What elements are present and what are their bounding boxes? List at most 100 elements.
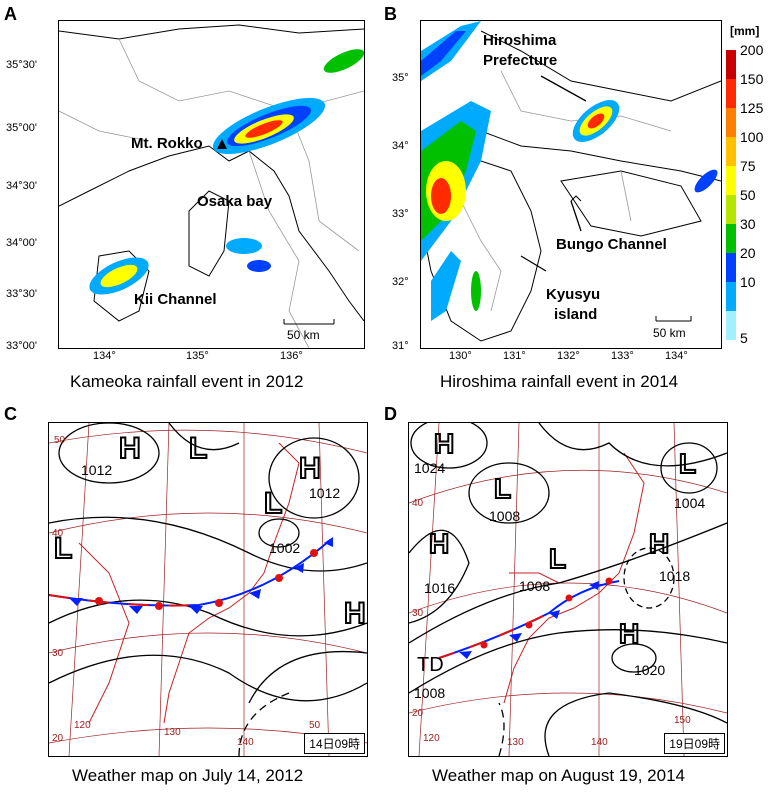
d-pressure-6: 1018	[659, 568, 690, 584]
colorbar-segment	[726, 311, 736, 340]
caption-c: Weather map on July 14, 2012	[72, 766, 304, 785]
label-kyusyu-1: Kyusyu	[546, 286, 600, 303]
colorbar-tick-label: 125	[740, 100, 764, 116]
b-xtick-2: 131°	[503, 350, 526, 362]
map-c: H L H L L H 1012 1012 1002 50 40 30 20 1…	[48, 422, 368, 757]
colorbar-tick-label: 50	[740, 187, 756, 203]
colorbar-tick-label: 200	[740, 42, 764, 58]
b-ytick-5: 31°	[392, 340, 409, 352]
map-b-svg: Hiroshima Prefecture Bungo Channel Kyusy…	[421, 21, 721, 342]
colorbar-segment	[726, 50, 736, 79]
a-ytick-5: 33°30'	[6, 288, 37, 300]
d-pressure-7: 1020	[634, 662, 665, 678]
a-ytick-2: 35°00'	[6, 122, 37, 134]
b-ytick-1: 35°	[392, 72, 409, 84]
colorbar	[726, 50, 736, 340]
colorbar-segment	[726, 282, 736, 311]
colorbar-tick-label: 5	[740, 330, 748, 346]
svg-text:L: L	[549, 543, 566, 574]
svg-text:L: L	[189, 432, 207, 465]
caption-b: Hiroshima rainfall event in 2014	[440, 372, 679, 391]
svg-text:L: L	[679, 448, 696, 479]
d-lon-120: 120	[423, 733, 440, 744]
c-lat-50: 50	[54, 435, 66, 446]
colorbar-segment	[726, 108, 736, 137]
d-lat-20: 20	[412, 708, 424, 719]
c-pressure-1: 1012	[81, 462, 112, 478]
map-a: Mt. Rokko Osaka bay Kii Channel 50 km	[58, 20, 365, 349]
a-xtick-3: 136°	[280, 350, 303, 362]
d-lon-150: 150	[674, 715, 691, 726]
panel-a-letter: A	[4, 4, 17, 24]
label-hiroshima-1: Hiroshima	[483, 32, 557, 49]
panel-d-letter: D	[384, 404, 397, 424]
d-pressure-5: 1008	[519, 578, 550, 594]
c-pressure-2: 1012	[309, 485, 340, 501]
a-xtick-1: 134°	[93, 350, 116, 362]
label-kii-channel: Kii Channel	[134, 291, 217, 308]
label-osaka-bay: Osaka bay	[197, 193, 273, 210]
b-xtick-5: 134°	[665, 350, 688, 362]
colorbar-segment	[726, 137, 736, 166]
b-xtick-4: 133°	[611, 350, 634, 362]
svg-text:H: H	[119, 432, 141, 465]
map-c-svg: H L H L L H 1012 1012 1002 50 40 30 20 1…	[49, 423, 367, 756]
svg-text:H: H	[429, 528, 449, 559]
a-xtick-2: 135°	[186, 350, 209, 362]
label-mt-rokko: Mt. Rokko	[131, 135, 203, 152]
map-d-svg: H L L H L H H 1024 1008 1004 1016 1008 1…	[409, 423, 727, 756]
c-lat-40: 40	[52, 528, 64, 539]
c-lat-30: 30	[52, 648, 64, 659]
c-lon-50: 50	[309, 720, 321, 731]
colorbar-tick-label: 75	[740, 158, 756, 174]
colorbar-tick-label: 10	[740, 274, 756, 290]
caption-d: Weather map on August 19, 2014	[432, 766, 685, 785]
colorbar-segment	[726, 79, 736, 108]
colorbar-tick-label: 30	[740, 216, 756, 232]
svg-text:L: L	[264, 487, 282, 520]
colorbar-segment	[726, 195, 736, 224]
b-ytick-2: 34°	[392, 140, 409, 152]
scale-b: 50 km	[653, 326, 686, 340]
svg-text:H: H	[344, 597, 366, 630]
colorbar-unit: [mm]	[730, 24, 760, 38]
colorbar-tick-label: 20	[740, 245, 756, 261]
c-lat-20: 20	[52, 733, 64, 744]
c-lon-120: 120	[74, 720, 91, 731]
svg-text:H: H	[619, 618, 639, 649]
d-td-label: TD	[417, 654, 444, 676]
b-xtick-3: 132°	[557, 350, 580, 362]
c-time-stamp: 14日09時	[304, 733, 365, 754]
d-pressure-1: 1024	[414, 460, 445, 476]
svg-text:H: H	[649, 528, 669, 559]
d-lon-140: 140	[591, 737, 608, 748]
label-kyusyu-2: island	[554, 306, 597, 323]
c-lon-130: 130	[164, 727, 181, 738]
d-pressure-8: 1008	[414, 685, 445, 701]
d-pressure-3: 1004	[674, 495, 705, 511]
panel-b-letter: B	[384, 4, 397, 24]
label-hiroshima-2: Prefecture	[483, 52, 557, 69]
svg-text:H: H	[299, 452, 321, 485]
d-lat-30: 30	[412, 608, 424, 619]
colorbar-tick-label: 150	[740, 71, 764, 87]
d-lon-130: 130	[507, 737, 524, 748]
a-ytick-6: 33°00'	[6, 340, 37, 352]
colorbar-segment	[726, 166, 736, 195]
panel-c-letter: C	[4, 404, 17, 424]
d-pressure-2: 1008	[489, 508, 520, 524]
colorbar-segment	[726, 224, 736, 253]
colorbar-tick-label: 100	[740, 129, 764, 145]
svg-text:H: H	[434, 428, 454, 459]
d-time-stamp: 19日09時	[664, 733, 725, 754]
b-ytick-4: 32°	[392, 276, 409, 288]
b-xtick-1: 130°	[449, 350, 472, 362]
label-bungo-channel: Bungo Channel	[556, 236, 667, 253]
caption-a: Kameoka rainfall event in 2012	[70, 372, 304, 391]
a-ytick-1: 35°30'	[6, 59, 37, 71]
svg-text:L: L	[54, 532, 72, 565]
map-a-svg: Mt. Rokko Osaka bay Kii Channel 50 km	[59, 24, 364, 348]
colorbar-segment	[726, 253, 736, 282]
a-ytick-4: 34°00'	[6, 237, 37, 249]
map-b: Hiroshima Prefecture Bungo Channel Kyusy…	[420, 20, 722, 349]
